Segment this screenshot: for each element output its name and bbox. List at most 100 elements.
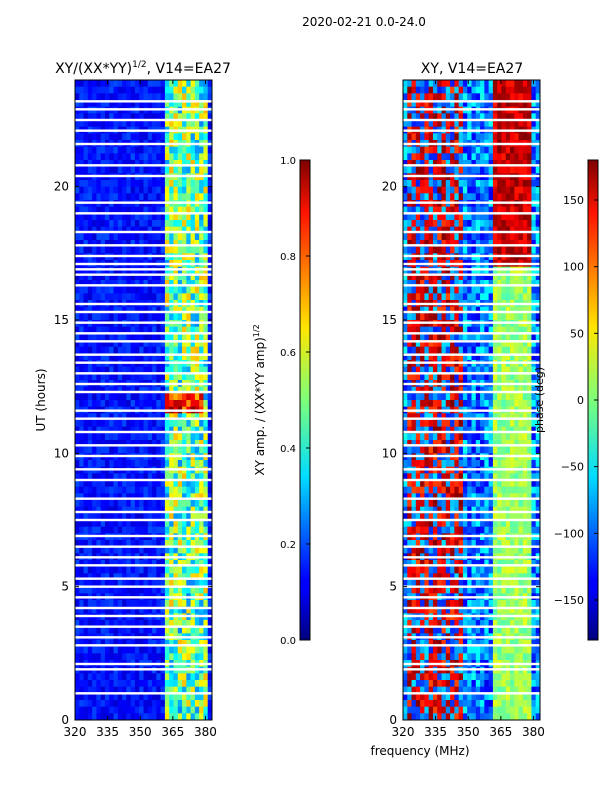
heatmap-cell [432,446,438,454]
heatmap-cell [75,326,80,334]
heatmap-cell [505,206,511,214]
heatmap-cell [92,566,97,574]
heatmap-cell [152,146,157,154]
heatmap-cell [535,120,540,128]
heatmap-cell [143,100,149,108]
heatmap-cell [156,313,162,321]
heatmap-cell [134,373,140,381]
heatmap-cell [186,600,191,608]
heatmap-cell [190,240,196,248]
heatmap-cell [109,400,114,408]
heatmap-cell [190,526,196,534]
heatmap-cell [117,600,123,608]
heatmap-cell [143,306,149,314]
heatmap-cell [169,246,174,254]
heatmap-cell [160,706,166,714]
heatmap-cell [79,280,84,288]
heatmap-cell [186,100,191,108]
heatmap-cell [130,86,136,94]
heatmap-cell [100,273,106,281]
heatmap-cell [96,86,102,94]
heatmap-cell [117,80,123,88]
heatmap-cell [134,313,140,321]
heatmap-cell [109,100,114,108]
heatmap-cell [117,226,123,234]
heatmap-cell [113,160,119,168]
heatmap-cell [113,353,119,361]
heatmap-cell [139,513,144,521]
heatmap-cell [458,80,464,88]
heatmap-cell [92,500,97,508]
heatmap-cell [203,393,209,401]
heatmap-cell [156,493,162,501]
heatmap-cell [109,213,114,221]
heatmap-cell [522,153,528,161]
heatmap-cell [407,153,412,161]
heatmap-cell [182,100,187,108]
heatmap-cell [117,293,123,301]
heatmap-cell [160,113,166,121]
heatmap-cell [415,153,421,161]
heatmap-cell [164,286,170,294]
heatmap-cell [480,166,485,174]
heatmap-cell [164,393,170,401]
heatmap-cell [130,700,136,708]
heatmap-cell [147,353,153,361]
heatmap-cell [531,180,537,188]
heatmap-cell [505,413,511,421]
data-gap-row [75,585,212,588]
heatmap-cell [497,433,502,441]
colorbar-tick-label: 0.8 [280,252,296,263]
heatmap-cell [190,166,196,174]
heatmap-cell [87,313,93,321]
heatmap-cell [164,80,170,88]
heatmap-cell [139,313,144,321]
heatmap-cell [109,153,114,161]
heatmap-cell [531,286,537,294]
heatmap-cell [514,93,519,101]
heatmap-cell [510,340,515,348]
heatmap-cell [411,293,417,301]
heatmap-cell [445,286,451,294]
heatmap-cell [420,280,425,288]
heatmap-cell [420,233,425,241]
heatmap-cell [424,180,430,188]
heatmap-cell [92,620,97,628]
heatmap-cell [96,673,102,681]
heatmap-cell [100,506,106,514]
heatmap-cell [126,700,132,708]
heatmap-cell [87,400,93,408]
heatmap-cell [190,180,196,188]
heatmap-cell [104,346,110,354]
heatmap-cell [194,420,200,428]
heatmap-cell [510,446,515,454]
heatmap-cell [152,340,157,348]
heatmap-cell [117,393,123,401]
heatmap-cell [445,86,451,94]
heatmap-cell [432,220,438,228]
heatmap-cell [199,340,204,348]
heatmap-cell [182,446,187,454]
heatmap-cell [484,446,490,454]
heatmap-cell [475,113,481,121]
heatmap-cell [450,226,455,234]
heatmap-cell [147,213,153,221]
heatmap-cell [207,413,212,421]
heatmap-cell [134,460,140,468]
heatmap-cell [437,146,442,154]
heatmap-cell [420,420,425,428]
heatmap-cell [522,213,528,221]
heatmap-cell [169,306,174,314]
heatmap-cell [450,306,455,314]
heatmap-cell [160,566,166,574]
data-gap-row [75,577,212,580]
heatmap-cell [117,426,123,434]
heatmap-cell [143,693,149,701]
heatmap-cell [156,280,162,288]
heatmap-cell [186,313,191,321]
heatmap-cell [182,646,187,654]
heatmap-cell [501,86,507,94]
heatmap-cell [100,626,106,634]
heatmap-cell [458,400,464,408]
heatmap-cell [96,280,102,288]
